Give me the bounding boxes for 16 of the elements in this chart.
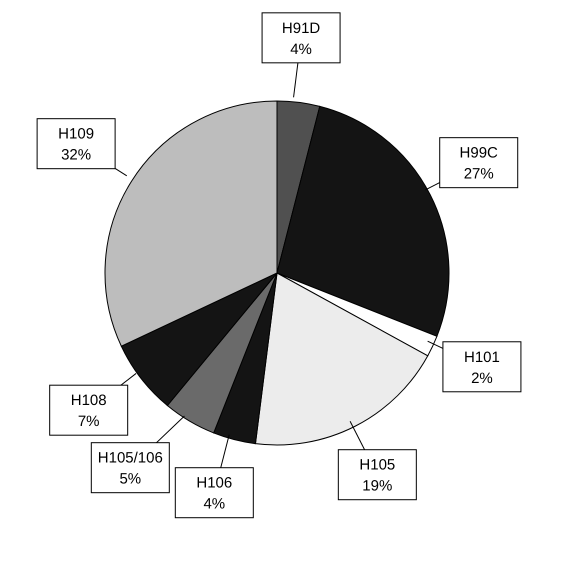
data-label: 5% [119, 470, 142, 488]
data-label: 19% [362, 478, 392, 495]
slice-label: H101 [464, 348, 500, 366]
slice-label: H108 [70, 392, 107, 410]
data-label: 4% [203, 496, 226, 513]
slice-label: H106 [196, 474, 232, 492]
data-label: 27% [464, 166, 494, 183]
data-label: 2% [471, 370, 493, 387]
slice-label: H109 [58, 126, 94, 143]
slice-label: H105/106 [98, 450, 163, 467]
slice-label: H105 [359, 456, 396, 474]
data-label: 32% [61, 146, 92, 164]
data-label: 4% [290, 40, 312, 58]
slice-label: H99C [460, 144, 498, 162]
data-label: 7% [78, 413, 100, 430]
slice-label: H91D [282, 20, 320, 37]
